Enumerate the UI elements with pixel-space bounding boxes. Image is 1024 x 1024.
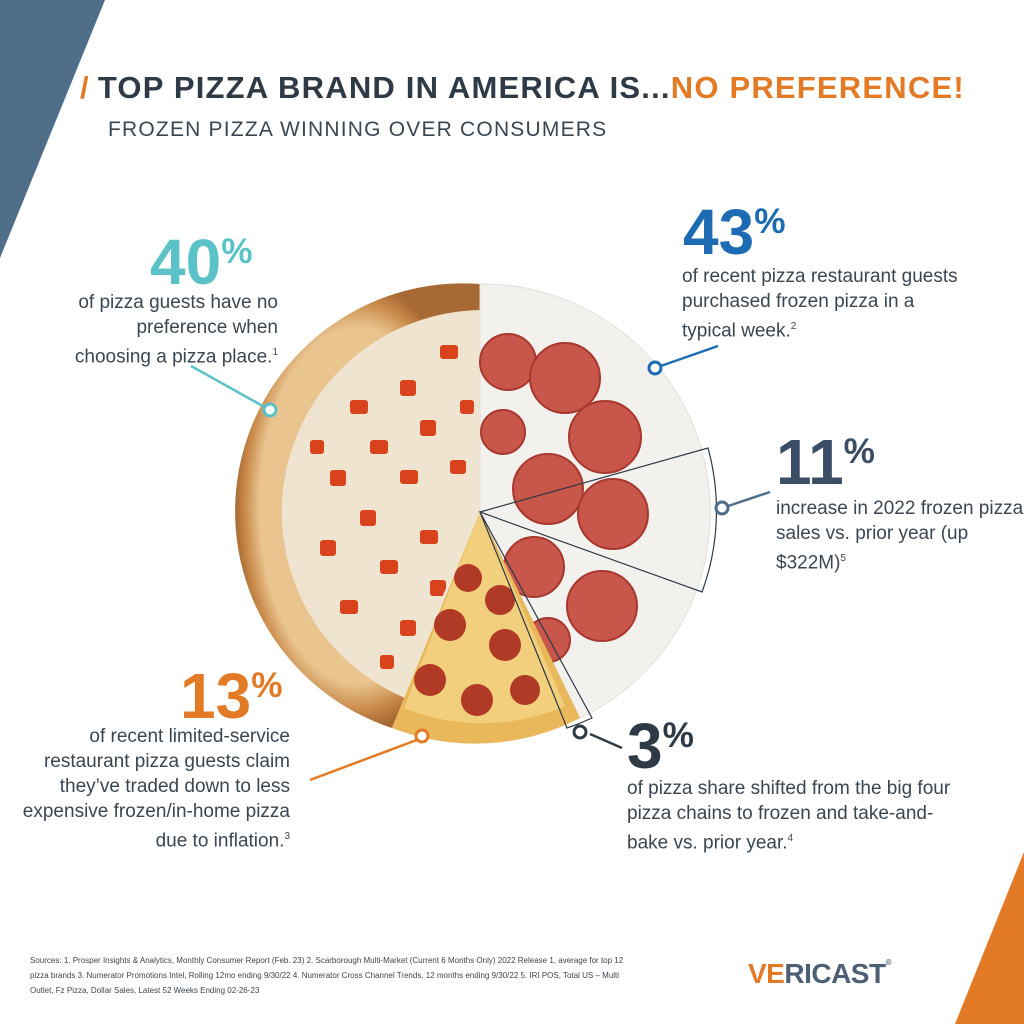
callout-line-40	[190, 364, 271, 412]
stat-40-text: of pizza guests have no preference when …	[74, 292, 278, 368]
callout-line-11	[721, 490, 771, 510]
tomato-pizza-half	[235, 283, 480, 728]
stat-11-text: increase in 2022 frozen pizza sales vs. …	[776, 498, 1024, 574]
sources-label: Sources:	[30, 956, 62, 965]
eleven-percent-wedge	[478, 447, 718, 593]
three-percent-wedge	[479, 511, 593, 729]
stat-11-number: 11%	[776, 426, 875, 498]
stat-3-number: 3%	[627, 710, 694, 782]
callout-dot-11	[714, 500, 730, 516]
frozen-pizza-half	[479, 283, 711, 719]
sources-footnote: Sources: 1. Prosper Insights & Analytics…	[30, 953, 640, 998]
callout-line-13	[309, 736, 423, 782]
sources-text: 1. Prosper Insights & Analytics, Monthly…	[30, 956, 624, 995]
stat-43-text: of recent pizza restaurant guests purcha…	[682, 266, 958, 342]
page-subtitle: FROZEN PIZZA WINNING OVER CONSUMERS	[108, 118, 608, 141]
stat-13-number: 13%	[180, 660, 283, 732]
stat-40-number: 40%	[150, 226, 253, 298]
title-accent: NO PREFERENCE!	[670, 70, 965, 105]
pepperoni-slice	[392, 512, 580, 744]
stat-13-text: of recent limited-service restaurant piz…	[22, 726, 290, 852]
stat-43-number: 43%	[683, 196, 786, 268]
callout-line-43	[654, 344, 719, 370]
title-prefix: TOP PIZZA BRAND IN AMERICA IS...	[97, 70, 671, 105]
callout-dot-40	[262, 402, 278, 418]
vericast-logo: VERICAST®	[748, 958, 892, 989]
stat-3-text: of pizza share shifted from the big four…	[627, 778, 951, 854]
title-slash: /	[80, 70, 90, 105]
callout-dot-43	[647, 360, 663, 376]
callout-dot-13	[414, 728, 430, 744]
callout-dot-3	[572, 724, 588, 740]
callout-line-3	[589, 732, 623, 750]
page-title: / TOP PIZZA BRAND IN AMERICA IS...NO PREF…	[80, 70, 965, 106]
